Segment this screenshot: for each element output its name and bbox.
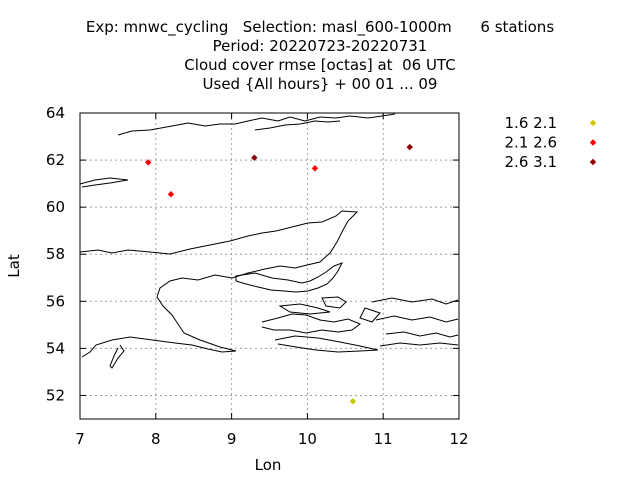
- y-tick-label: 58: [46, 245, 65, 263]
- x-axis-ticks: 7 8 9 10 11 12: [75, 113, 469, 448]
- x-tick-label: 12: [449, 430, 468, 448]
- chart-title-line-1: Exp: mnwc_cycling Selection: masl_600-10…: [85, 18, 555, 36]
- data-point: [349, 398, 357, 405]
- data-points: [145, 143, 413, 405]
- y-tick-label: 52: [46, 386, 65, 404]
- data-point: [145, 159, 152, 166]
- y-tick-label: 62: [46, 151, 65, 169]
- legend-marker: [589, 158, 597, 166]
- data-point: [167, 191, 175, 198]
- y-tick-label: 64: [46, 104, 65, 122]
- data-point: [251, 154, 258, 161]
- y-axis-label: Lat: [5, 254, 23, 278]
- data-point: [311, 165, 319, 172]
- y-tick-label: 60: [46, 198, 65, 216]
- grid-lines: [80, 113, 459, 419]
- plot-frame: [79, 112, 460, 420]
- x-tick-label: 8: [151, 430, 161, 448]
- x-tick-label: 11: [374, 430, 393, 448]
- legend-label: 1.6 2.1: [505, 114, 557, 132]
- chart-title-line-4: Used {All hours} + 00 01 ... 09: [202, 75, 438, 93]
- chart-title-line-3: Cloud cover rmse [octas] at 06 UTC: [184, 56, 456, 74]
- x-tick-label: 7: [75, 430, 85, 448]
- legend-label: 2.1 2.6: [505, 134, 557, 152]
- legend-marker: [589, 119, 597, 127]
- y-axis-ticks: 52 54 56 58 60 62 64: [46, 104, 459, 404]
- y-tick-label: 54: [46, 339, 65, 357]
- legend-label: 2.6 3.1: [505, 153, 557, 171]
- x-tick-label: 10: [298, 430, 317, 448]
- x-axis-label: Lon: [255, 456, 282, 474]
- y-tick-label: 56: [46, 292, 65, 310]
- x-tick-label: 9: [227, 430, 237, 448]
- coastline-map: [79, 113, 459, 369]
- legend: 1.6 2.1 2.1 2.62.6 3.1: [505, 114, 597, 171]
- data-point: [406, 143, 413, 151]
- chart-title-line-2: Period: 20220723-20220731: [212, 37, 428, 55]
- legend-marker: [589, 139, 597, 146]
